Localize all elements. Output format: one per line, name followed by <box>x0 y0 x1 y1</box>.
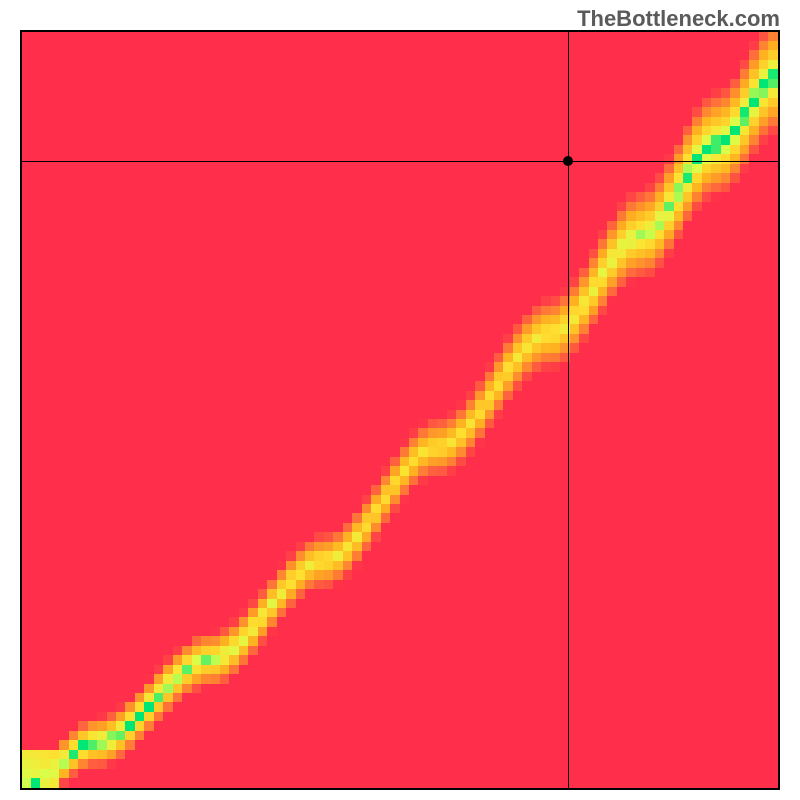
crosshair-horizontal <box>22 161 778 162</box>
crosshair-marker <box>563 156 573 166</box>
watermark-text: TheBottleneck.com <box>577 6 780 32</box>
heatmap-canvas <box>22 32 778 788</box>
crosshair-vertical <box>568 32 569 788</box>
heatmap-plot <box>20 30 780 790</box>
